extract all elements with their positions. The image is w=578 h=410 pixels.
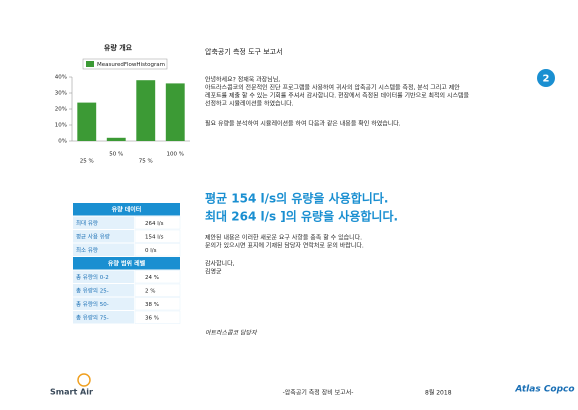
table-label: 최대 유량 [76,219,98,227]
y-tick-label: 40% [55,75,67,81]
table-label: 최소 유량 [76,246,98,254]
y-tick-label: 10% [55,123,67,129]
table-value-cell [134,297,181,311]
intro: 아트라스콥코의 전문적인 진단 프로그램을 사용하여 귀사의 압축공기 시스템을… [205,84,470,108]
page-number: 2 [543,74,550,85]
table-value-cell [134,216,181,230]
table-value: 36 % [145,315,159,321]
signoff: 감사합니다, [205,260,235,268]
legend-swatch [86,61,94,67]
logo-mark [77,373,91,387]
table-header [73,203,180,216]
table-value: 264 l/s [145,221,164,227]
report-title: 압축공기 측정 도구 보고서 [205,47,283,56]
table-value-cell [134,310,181,324]
body-line: 문의가 있으시면 표지에 기재된 담당자 연락처로 문의 바랍니다. [205,242,364,250]
table-header-text: 유량 데이터 [112,205,142,213]
table-label-cell [73,270,134,283]
table-value: 38 % [145,302,159,308]
y-tick-label: 20% [55,107,67,113]
y-tick-label: 30% [55,91,67,97]
bar [136,80,156,141]
table-value: 24 % [145,275,159,281]
table-label-cell [73,230,134,243]
intro-closing: 필요 유량을 분석하여 시뮬레이션을 하여 다음과 같은 내용을 확인 하였습니… [205,120,401,128]
table-label: 총 유량의 0-2 [76,273,109,281]
table-value-cell [134,283,181,297]
page-badge [537,69,555,87]
legend-label: MeasuredFlowHistogram [97,62,165,68]
headline: 평균 154 l/s의 유량을 사용합니다. [205,191,388,206]
table-header [73,257,180,270]
table-label-cell [73,311,134,324]
table-value-cell [134,270,181,284]
right-logo: Atlas Copco [514,385,574,395]
footer-center: -압축공기 측정 장비 보고서- [283,389,354,397]
table-label: 총 유량의 25- [76,286,109,294]
greeting: 안녕하세요? 정재욱 과장님님, [205,76,280,84]
y-tick-label: 0% [58,139,67,145]
headline: 최대 264 l/s ]의 유량을 사용합니다. [205,209,398,224]
table-value-cell [134,229,181,243]
table-label: 총 유량의 50- [76,300,109,308]
x-tick-label: 25 % [80,159,94,165]
contact-role: 아트라스콥코 담당자 [205,330,258,337]
table-label-cell [73,284,134,297]
body-line: 제안된 내용은 이러한 새로운 요구 사항을 충족 할 수 있습니다. [205,234,362,242]
x-tick-label: 100 % [167,152,184,158]
left-logo: Smart Air [50,388,93,397]
table-value: 0 l/s [145,248,157,254]
table-value: 154 l/s [145,234,164,240]
x-tick-label: 75 % [139,159,153,165]
table-value-cell [134,243,181,257]
table-value: 2 % [145,288,155,294]
bar [106,137,126,141]
legend-box [82,58,168,70]
intro-line: 아트라스콥코의 전문적인 진단 프로그램을 사용하여 귀사의 압축공기 시스템을… [205,84,460,92]
intro-line: 레포트를 제출 할 수 있는 기회를 주셔서 감사합니다. 현장에서 측정된 데… [205,92,470,100]
bar [77,102,97,141]
footer-date: 8월 2018 [425,389,452,397]
intro-line: 선정하고 시뮬레이션을 하였습니다. [205,100,294,108]
table-label-cell [73,297,134,310]
chart-title: 유량 개요 [104,43,133,52]
table-label-cell [73,216,134,229]
x-tick-label: 50 % [109,152,123,158]
bar [165,83,185,141]
table-header-text: 유량 범위 레벨 [108,259,146,267]
signoff: 김영균 [205,268,222,276]
table-label-cell [73,243,134,256]
table-label: 총 유량의 75- [76,313,109,321]
table-label: 평균 사용 유량 [76,232,110,240]
